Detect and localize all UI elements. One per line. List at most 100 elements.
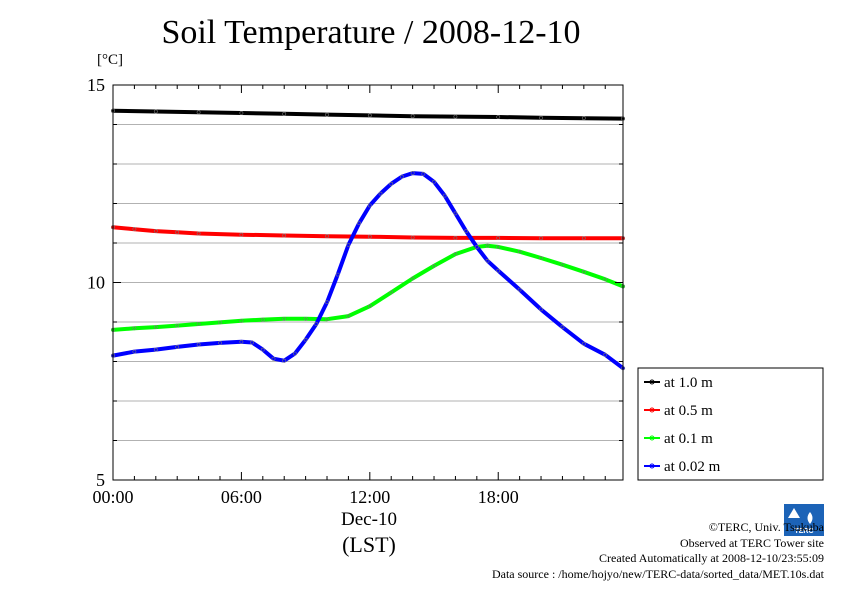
series-point-3 bbox=[153, 347, 158, 352]
series-point-1 bbox=[153, 229, 158, 234]
series-point-2 bbox=[325, 317, 329, 322]
series-point-3 bbox=[560, 325, 565, 330]
series-point-3 bbox=[175, 344, 180, 349]
series-point-3 bbox=[260, 347, 265, 352]
series-point-2 bbox=[432, 264, 436, 268]
series-point-3 bbox=[218, 341, 222, 345]
legend-marker bbox=[649, 407, 655, 413]
series-point-3 bbox=[293, 351, 297, 356]
legend-marker bbox=[649, 463, 655, 469]
x-tick-label: 06:00 bbox=[221, 487, 262, 507]
created-text: Created Automatically at 2008-12-10/23:5… bbox=[599, 551, 824, 565]
series-point-3 bbox=[496, 268, 501, 273]
series-point-2 bbox=[282, 316, 287, 321]
series-point-3 bbox=[303, 337, 308, 342]
x-tick-label: 12:00 bbox=[349, 487, 390, 507]
series-point-1 bbox=[325, 234, 329, 239]
series-point-1 bbox=[539, 236, 543, 241]
series-point-2 bbox=[389, 290, 394, 295]
series-point-3 bbox=[196, 342, 201, 347]
series-point-3 bbox=[378, 191, 383, 196]
logo-drop-mark bbox=[807, 512, 813, 524]
series-line-0 bbox=[111, 108, 625, 121]
series-point-2 bbox=[539, 256, 543, 260]
series-point-2 bbox=[153, 325, 158, 330]
series-point-0 bbox=[325, 112, 329, 117]
series-point-1 bbox=[132, 227, 137, 232]
y-tick-label: 10 bbox=[87, 273, 105, 293]
series-point-2 bbox=[560, 262, 565, 267]
x-axis-label: (LST) bbox=[342, 532, 396, 557]
series-point-3 bbox=[421, 171, 426, 176]
logo-text: TERC bbox=[794, 528, 813, 535]
series-point-0 bbox=[153, 109, 158, 114]
series-point-3 bbox=[389, 181, 394, 186]
series-point-2 bbox=[132, 326, 137, 331]
series-point-1 bbox=[367, 234, 372, 239]
logo-mountain-mark bbox=[788, 508, 800, 518]
series-point-1 bbox=[453, 235, 458, 240]
series-point-0 bbox=[282, 111, 287, 116]
series-point-2 bbox=[581, 269, 586, 274]
series-point-1 bbox=[196, 231, 201, 236]
series-point-3 bbox=[517, 287, 522, 292]
series-point-3 bbox=[250, 340, 255, 345]
series-point-0 bbox=[496, 115, 501, 119]
series-point-2 bbox=[196, 322, 201, 326]
series-point-0 bbox=[239, 111, 244, 115]
copyright-text: ©TERC, Univ. Tsukuba bbox=[708, 520, 824, 534]
legend-box bbox=[637, 367, 824, 481]
series-point-3 bbox=[314, 322, 319, 326]
series-point-0 bbox=[367, 113, 372, 118]
series-point-3 bbox=[357, 221, 362, 226]
series-point-3 bbox=[410, 171, 415, 175]
series-point-2 bbox=[410, 276, 415, 281]
source-text: Data source : /home/hojyo/new/TERC-data/… bbox=[491, 566, 824, 581]
y-tick-label: 15 bbox=[87, 75, 105, 95]
series-point-3 bbox=[442, 193, 447, 198]
series-point-3 bbox=[432, 179, 436, 184]
logo-background bbox=[784, 504, 824, 536]
y-tick-label: 5 bbox=[96, 470, 105, 490]
series-point-0 bbox=[581, 116, 586, 121]
series-point-2 bbox=[260, 317, 265, 322]
series-point-1 bbox=[175, 230, 180, 235]
series-point-1 bbox=[282, 233, 287, 238]
series-point-3 bbox=[464, 229, 469, 234]
series-point-3 bbox=[346, 243, 351, 247]
legend-label: at 0.02 m bbox=[664, 459, 721, 475]
series-point-3 bbox=[325, 300, 329, 305]
series-point-2 bbox=[218, 320, 222, 325]
series-point-3 bbox=[474, 245, 479, 249]
series-point-2 bbox=[346, 314, 351, 318]
series-point-0 bbox=[196, 110, 201, 115]
series-point-0 bbox=[410, 114, 415, 119]
credits-block: ©TERC, Univ. Tsukuba Observed at TERC To… bbox=[492, 520, 824, 582]
series-point-1 bbox=[581, 236, 586, 241]
x-tick-label: 18:00 bbox=[478, 487, 519, 507]
series-line-2 bbox=[111, 243, 625, 332]
observed-text: Observed at TERC Tower site bbox=[679, 535, 824, 550]
series-point-3 bbox=[485, 258, 490, 263]
series-point-3 bbox=[367, 203, 372, 208]
terc-logo: TERC bbox=[784, 504, 824, 536]
x-tick-label: 00:00 bbox=[92, 487, 133, 507]
series-point-3 bbox=[271, 356, 276, 361]
series-point-2 bbox=[517, 249, 522, 254]
series-point-3 bbox=[400, 174, 404, 179]
chart-title: Soil Temperature / 2008-12-10 bbox=[161, 14, 581, 51]
legend-label: at 0.5 m bbox=[664, 403, 713, 419]
series-point-2 bbox=[485, 243, 490, 248]
series-point-0 bbox=[539, 115, 543, 120]
series-point-3 bbox=[132, 349, 137, 354]
series-line-3 bbox=[111, 171, 625, 371]
series-point-3 bbox=[581, 341, 586, 346]
y-axis-unit-label: [°C] bbox=[97, 52, 123, 68]
series-point-3 bbox=[282, 358, 287, 363]
series-point-2 bbox=[303, 316, 308, 321]
series-point-1 bbox=[410, 235, 415, 240]
date-label: Dec-10 bbox=[341, 509, 397, 530]
series-point-2 bbox=[453, 252, 458, 256]
series-point-3 bbox=[453, 211, 458, 216]
